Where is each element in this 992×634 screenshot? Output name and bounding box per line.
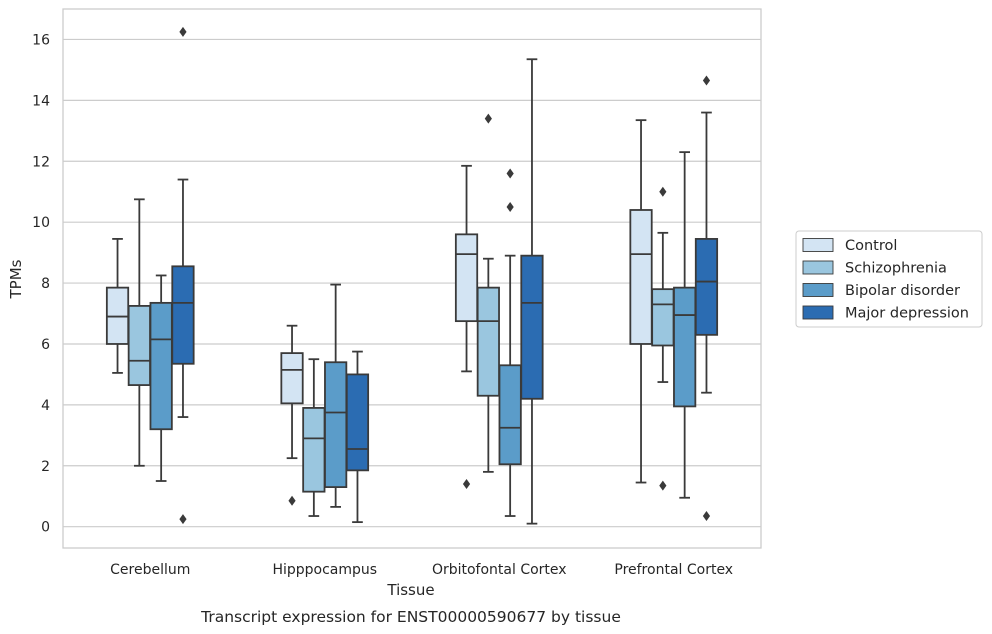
box-schizophrenia [651,186,675,491]
outlier-point [659,480,667,491]
box-major-depression [345,350,370,524]
y-tick-label: 8 [41,276,50,292]
iqr-box [651,288,675,347]
box-major-depression [171,26,195,525]
y-axis-label: TPMs [7,259,25,299]
y-tick-labels: 0 2 4 6 8 10 12 14 16 [32,32,50,535]
x-tick-label: Prefrontal Cortex [614,562,733,578]
box-major-depression [520,58,544,525]
box-bipolar-disorder [498,168,522,517]
y-tick-label: 6 [41,337,50,353]
iqr-box [629,209,653,345]
iqr-box [476,286,500,397]
iqr-box [171,265,195,365]
legend-label: Bipolar disorder [845,283,960,299]
box-control [280,324,304,506]
chart-caption: Transcript expression for ENST0000059067… [200,608,621,626]
iqr-box [520,254,544,400]
legend-label: Schizophrenia [845,261,947,277]
box-bipolar-disorder [673,151,697,499]
iqr-box [127,305,151,386]
legend-label: Control [845,238,897,254]
legend-swatch [802,305,834,320]
box-schizophrenia [302,358,326,517]
iqr-box [694,238,719,336]
legend-swatch [802,283,834,297]
box-schizophrenia [127,198,151,467]
legend-swatch [802,238,834,252]
y-tick-label: 16 [32,32,50,48]
outlier-point [288,495,296,506]
outlier-point [659,186,667,197]
plot-frame [62,8,762,549]
iqr-box [454,233,479,323]
x-axis-label: Tissue [386,581,434,599]
x-tick-label: Cerebellum [110,562,190,578]
outlier-point [506,168,514,179]
box-major-depression [694,75,719,522]
y-tick-label: 10 [32,215,50,231]
y-tick-label: 12 [32,154,50,170]
outlier-point [179,514,187,525]
box-control [105,238,130,374]
y-tick-label: 0 [41,520,50,536]
y-tick-label: 2 [41,459,50,475]
boxes-layer [105,26,719,525]
legend-label: Major depression [845,306,969,322]
box-control [454,164,479,490]
box-bipolar-disorder [149,274,173,482]
x-tick-label: Hipppocampus [272,562,377,578]
iqr-box [302,407,326,493]
outlier-point [702,75,711,86]
iqr-box [149,301,173,431]
x-tick-label: Orbitofontal Cortex [432,562,567,578]
iqr-box [673,286,697,408]
legend-frame [795,230,983,328]
iqr-box [280,352,304,405]
iqr-box [345,373,370,472]
outlier-point [484,113,492,124]
y-tick-label: 4 [41,398,50,414]
outlier-point [506,201,514,212]
x-tick-labels: Cerebellum Hipppocampus Orbitofontal Corte… [110,562,733,578]
outlier-point [462,479,471,490]
legend-swatch [802,260,834,275]
outlier-point [702,511,711,522]
box-bipolar-disorder [324,283,348,508]
gridlines [63,38,761,528]
iqr-box [324,361,348,488]
iqr-box [498,364,522,466]
outlier-point [179,26,187,37]
legend: Control Schizophrenia Bipolar disorder Majo… [795,230,983,328]
y-tick-label: 14 [32,93,50,109]
box-control [629,119,653,484]
box-schizophrenia [476,113,500,473]
